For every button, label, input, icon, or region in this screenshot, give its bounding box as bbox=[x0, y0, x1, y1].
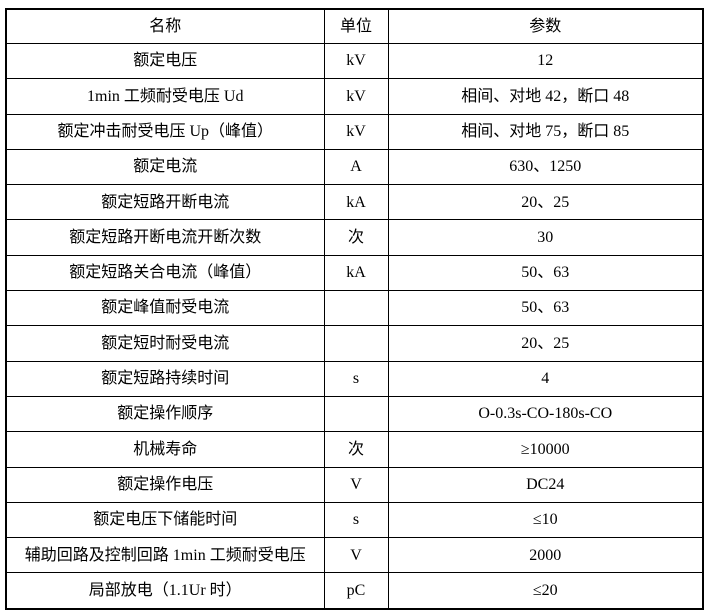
table-row: 额定电压 kV 12 bbox=[5, 42, 704, 80]
spec-name-cell: 额定电压下储能时间 bbox=[5, 501, 325, 539]
header-cell-name: 名称 bbox=[5, 8, 325, 44]
spec-name-cell: 额定短路开断电流 bbox=[5, 184, 325, 221]
table-header-row: 名称 单位 参数 bbox=[5, 8, 704, 44]
spec-name-cell: 机械寿命 bbox=[5, 431, 325, 468]
spec-name-cell: 额定操作电压 bbox=[5, 466, 325, 503]
spec-unit-cell: pC bbox=[323, 572, 389, 610]
spec-unit-cell: s bbox=[323, 360, 389, 397]
spec-value-cell: 4 bbox=[387, 360, 704, 397]
table-row: 辅助回路及控制回路 1min 工频耐受电压 V 2000 bbox=[5, 537, 704, 574]
spec-name-cell: 额定短路关合电流（峰值） bbox=[5, 254, 325, 292]
spec-unit-cell: V bbox=[323, 537, 389, 574]
spec-value-cell: 20、25 bbox=[387, 184, 704, 221]
spec-value-cell: ≤10 bbox=[387, 501, 704, 539]
spec-name-cell: 辅助回路及控制回路 1min 工频耐受电压 bbox=[5, 537, 325, 574]
table-row: 额定电压下储能时间 s ≤10 bbox=[5, 501, 704, 539]
spec-name-cell: 额定短时耐受电流 bbox=[5, 325, 325, 362]
table-row: 额定短时耐受电流 20、25 bbox=[5, 325, 704, 362]
spec-unit-cell bbox=[323, 395, 389, 433]
spec-unit-cell: kV bbox=[323, 113, 389, 150]
spec-unit-cell bbox=[323, 290, 389, 327]
spec-unit-cell: kA bbox=[323, 254, 389, 292]
spec-unit-cell: kV bbox=[323, 78, 389, 115]
table-row: 额定操作顺序 O-0.3s-CO-180s-CO bbox=[5, 395, 704, 433]
table-row: 额定峰值耐受电流 50、63 bbox=[5, 290, 704, 327]
spec-value-cell: 相间、对地 75，断口 85 bbox=[387, 113, 704, 150]
table-row: 1min 工频耐受电压 Ud kV 相间、对地 42，断口 48 bbox=[5, 78, 704, 115]
spec-value-cell: 20、25 bbox=[387, 325, 704, 362]
spec-unit-cell: V bbox=[323, 466, 389, 503]
spec-value-cell: 2000 bbox=[387, 537, 704, 574]
table-row: 额定电流 A 630、1250 bbox=[5, 148, 704, 186]
header-cell-value: 参数 bbox=[387, 8, 704, 44]
spec-unit-cell: A bbox=[323, 148, 389, 186]
table-row: 额定短路开断电流 kA 20、25 bbox=[5, 184, 704, 221]
spec-name-cell: 额定峰值耐受电流 bbox=[5, 290, 325, 327]
spec-table-body: 额定电压 kV 12 1min 工频耐受电压 Ud kV 相间、对地 42，断口 48 额定… bbox=[5, 42, 704, 610]
spec-value-cell: ≤20 bbox=[387, 572, 704, 610]
spec-value-cell: O-0.3s-CO-180s-CO bbox=[387, 395, 704, 433]
spec-value-cell: DC24 bbox=[387, 466, 704, 503]
table-row: 额定冲击耐受电压 Up（峰值） kV 相间、对地 75，断口 85 bbox=[5, 113, 704, 150]
table-row: 额定短路持续时间 s 4 bbox=[5, 360, 704, 397]
spec-name-cell: 额定电压 bbox=[5, 42, 325, 80]
table-row: 额定短路开断电流开断次数次 30 bbox=[5, 219, 704, 256]
spec-name-cell: 额定冲击耐受电压 Up（峰值） bbox=[5, 113, 325, 150]
spec-name-cell: 额定短路开断电流开断次数 bbox=[5, 219, 325, 256]
spec-value-cell: 30 bbox=[387, 219, 704, 256]
spec-unit-cell: kA bbox=[323, 184, 389, 221]
spec-value-cell: 50、63 bbox=[387, 254, 704, 292]
spec-value-cell: 50、63 bbox=[387, 290, 704, 327]
spec-value-cell: 12 bbox=[387, 42, 704, 80]
spec-unit-cell: 次 bbox=[323, 431, 389, 468]
header-cell-unit: 单位 bbox=[323, 8, 389, 44]
spec-unit-cell bbox=[323, 325, 389, 362]
spec-unit-cell: 次 bbox=[323, 219, 389, 256]
spec-value-cell: 630、1250 bbox=[387, 148, 704, 186]
spec-value-cell: ≥10000 bbox=[387, 431, 704, 468]
table-row: 额定短路关合电流（峰值） kA 50、63 bbox=[5, 254, 704, 292]
spec-name-cell: 额定操作顺序 bbox=[5, 395, 325, 433]
table-row: 机械寿命次 ≥10000 bbox=[5, 431, 704, 468]
spec-unit-cell: s bbox=[323, 501, 389, 539]
spec-table: 名称 单位 参数 额定电压 kV 12 1min 工频耐受电压 Ud kV 相间、对地 4… bbox=[5, 8, 704, 610]
spec-name-cell: 额定电流 bbox=[5, 148, 325, 186]
spec-name-cell: 局部放电（1.1Ur 时） bbox=[5, 572, 325, 610]
spec-name-cell: 额定短路持续时间 bbox=[5, 360, 325, 397]
spec-unit-cell: kV bbox=[323, 42, 389, 80]
spec-value-cell: 相间、对地 42，断口 48 bbox=[387, 78, 704, 115]
table-row: 局部放电（1.1Ur 时） pC ≤20 bbox=[5, 572, 704, 610]
table-row: 额定操作电压 V DC24 bbox=[5, 466, 704, 503]
spec-name-cell: 1min 工频耐受电压 Ud bbox=[5, 78, 325, 115]
